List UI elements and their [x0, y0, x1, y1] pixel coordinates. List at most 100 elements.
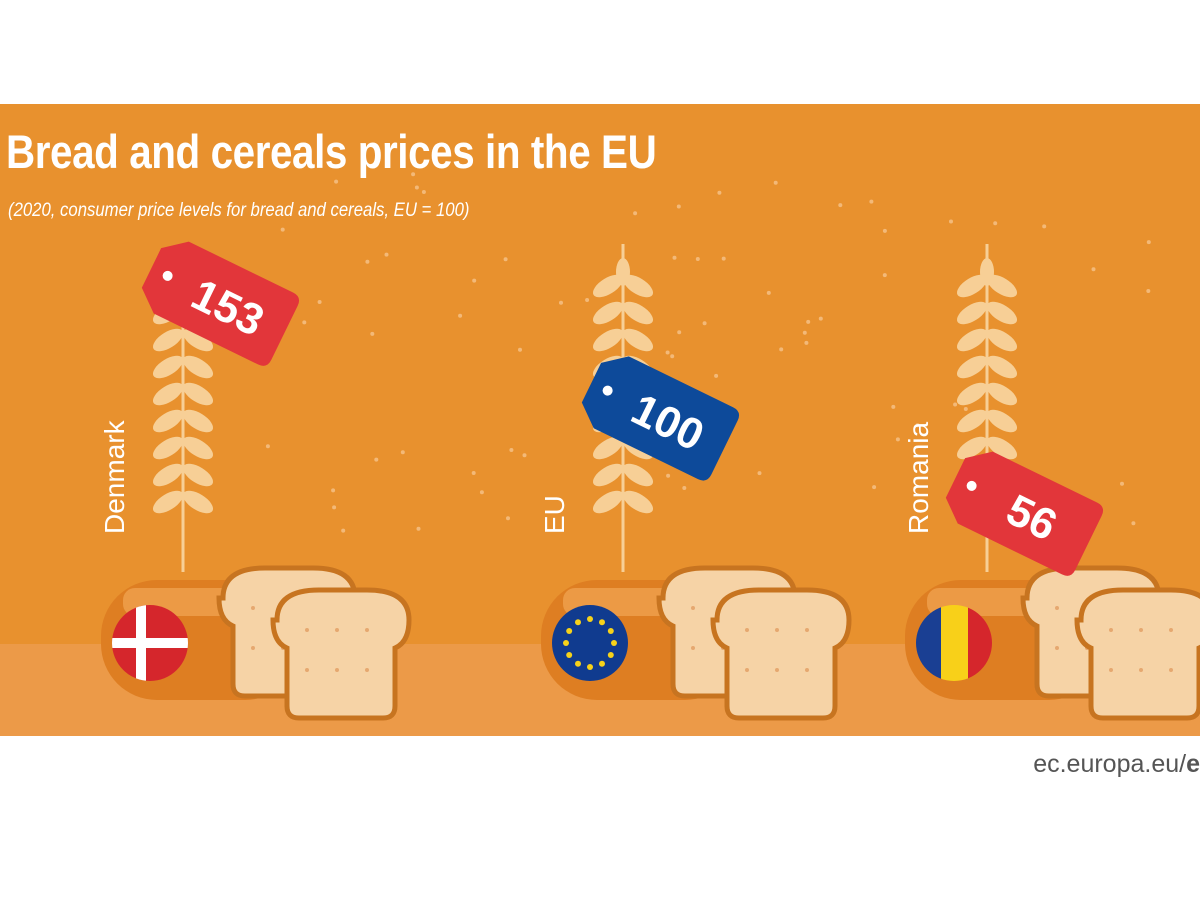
bread-slice-front [710, 587, 852, 721]
slice-speck [691, 646, 695, 650]
wheat-grain [956, 409, 988, 433]
wheat-grain [986, 382, 1018, 406]
infographic-panel: 153 100 56 Bread and cereals prices in the… [0, 104, 1200, 736]
wheat-grain [152, 490, 184, 514]
background-dot [509, 448, 514, 452]
wheat-grain [986, 409, 1018, 433]
background-dot [670, 354, 675, 359]
source-text: ec.europa.eu/ [1033, 750, 1187, 778]
price-tag: 100 [581, 356, 740, 481]
background-dot [665, 350, 670, 355]
background-dot [773, 180, 778, 185]
slice-speck [1055, 606, 1059, 610]
slice-speck [775, 668, 779, 672]
wheat-grain [592, 274, 624, 298]
price-tag-hole [966, 480, 977, 491]
background-dot [949, 219, 953, 224]
background-dot [265, 444, 270, 449]
chart-column: 56 [905, 244, 1200, 721]
background-dot [682, 486, 687, 490]
background-dot [666, 473, 671, 478]
background-dot [717, 190, 722, 195]
slice-speck [1169, 628, 1173, 632]
background-dot [370, 331, 375, 336]
background-dot [302, 320, 307, 325]
wheat-grain [956, 382, 988, 406]
wheat-grain [152, 355, 184, 379]
background-dot [838, 203, 843, 208]
background-dot [963, 407, 968, 411]
country-label: Romania [903, 421, 934, 534]
wheat-grain [182, 463, 214, 487]
chart-art: 153 100 56 [101, 172, 1200, 721]
wheat-grain [986, 328, 1018, 352]
wheat-grain [622, 328, 654, 352]
background-dot [400, 450, 405, 455]
wheat-grain [956, 436, 988, 460]
flag-romania-icon [916, 605, 992, 681]
slice-speck [251, 606, 255, 610]
background-dot [416, 526, 421, 531]
wheat-grain [622, 274, 654, 298]
background-dot [895, 437, 900, 442]
background-dot [471, 471, 476, 475]
background-dot [677, 330, 682, 335]
background-dot [882, 273, 887, 278]
background-dot [869, 199, 874, 204]
price-tag: 56 [945, 451, 1104, 576]
slice-speck [1109, 628, 1113, 632]
chart-columns: 153 100 56 [101, 241, 1200, 721]
bread-slice-front [1074, 587, 1200, 721]
background-dot [384, 252, 389, 257]
wheat-grain [182, 436, 214, 460]
wheat-grain [622, 490, 654, 514]
background-dot [757, 471, 762, 476]
background-dot [332, 505, 337, 510]
slice-speck [305, 628, 309, 632]
background-dot [331, 488, 336, 493]
background-dot [818, 316, 823, 321]
slice-speck [365, 628, 369, 632]
background-dot [766, 290, 771, 295]
background-dot [1131, 521, 1136, 526]
country-label: Denmark [99, 420, 130, 534]
wheat-grain [182, 409, 214, 433]
background-dot [503, 257, 508, 262]
wheat-grain [592, 436, 624, 460]
price-tag-hole [162, 270, 173, 281]
wheat-grain [182, 355, 214, 379]
slice-speck [251, 646, 255, 650]
slice-speck [1169, 668, 1173, 672]
chart-column: 100 [541, 244, 852, 721]
background-dot [882, 228, 887, 233]
slice-speck [335, 668, 339, 672]
slice-speck [1139, 668, 1143, 672]
background-dot [695, 257, 700, 261]
wheat-grain [152, 382, 184, 406]
background-dot [806, 319, 811, 324]
background-dot [802, 330, 807, 335]
background-dot [779, 347, 784, 352]
background-dot [633, 211, 638, 216]
slice-speck [745, 668, 749, 672]
background-dot [365, 259, 370, 264]
slice-speck [805, 668, 809, 672]
slice-speck [335, 628, 339, 632]
background-dot [506, 516, 510, 521]
wheat-grain [956, 355, 988, 379]
source-link[interactable]: ec.europa.eu/e [1033, 750, 1200, 779]
wheat-grain [592, 328, 624, 352]
wheat-grain [152, 409, 184, 433]
slice-speck [365, 668, 369, 672]
wheat-grain [592, 301, 624, 325]
slice-speck [805, 628, 809, 632]
slice-speck [691, 606, 695, 610]
background-dot [1042, 224, 1047, 229]
background-dot [993, 221, 998, 226]
chart-subtitle: (2020, consumer price levels for bread a… [8, 200, 470, 221]
background-dot [479, 490, 484, 495]
wheat-grain [592, 463, 624, 487]
price-tag: 153 [141, 241, 300, 366]
background-dot [672, 255, 677, 260]
wheat-grain [152, 436, 184, 460]
